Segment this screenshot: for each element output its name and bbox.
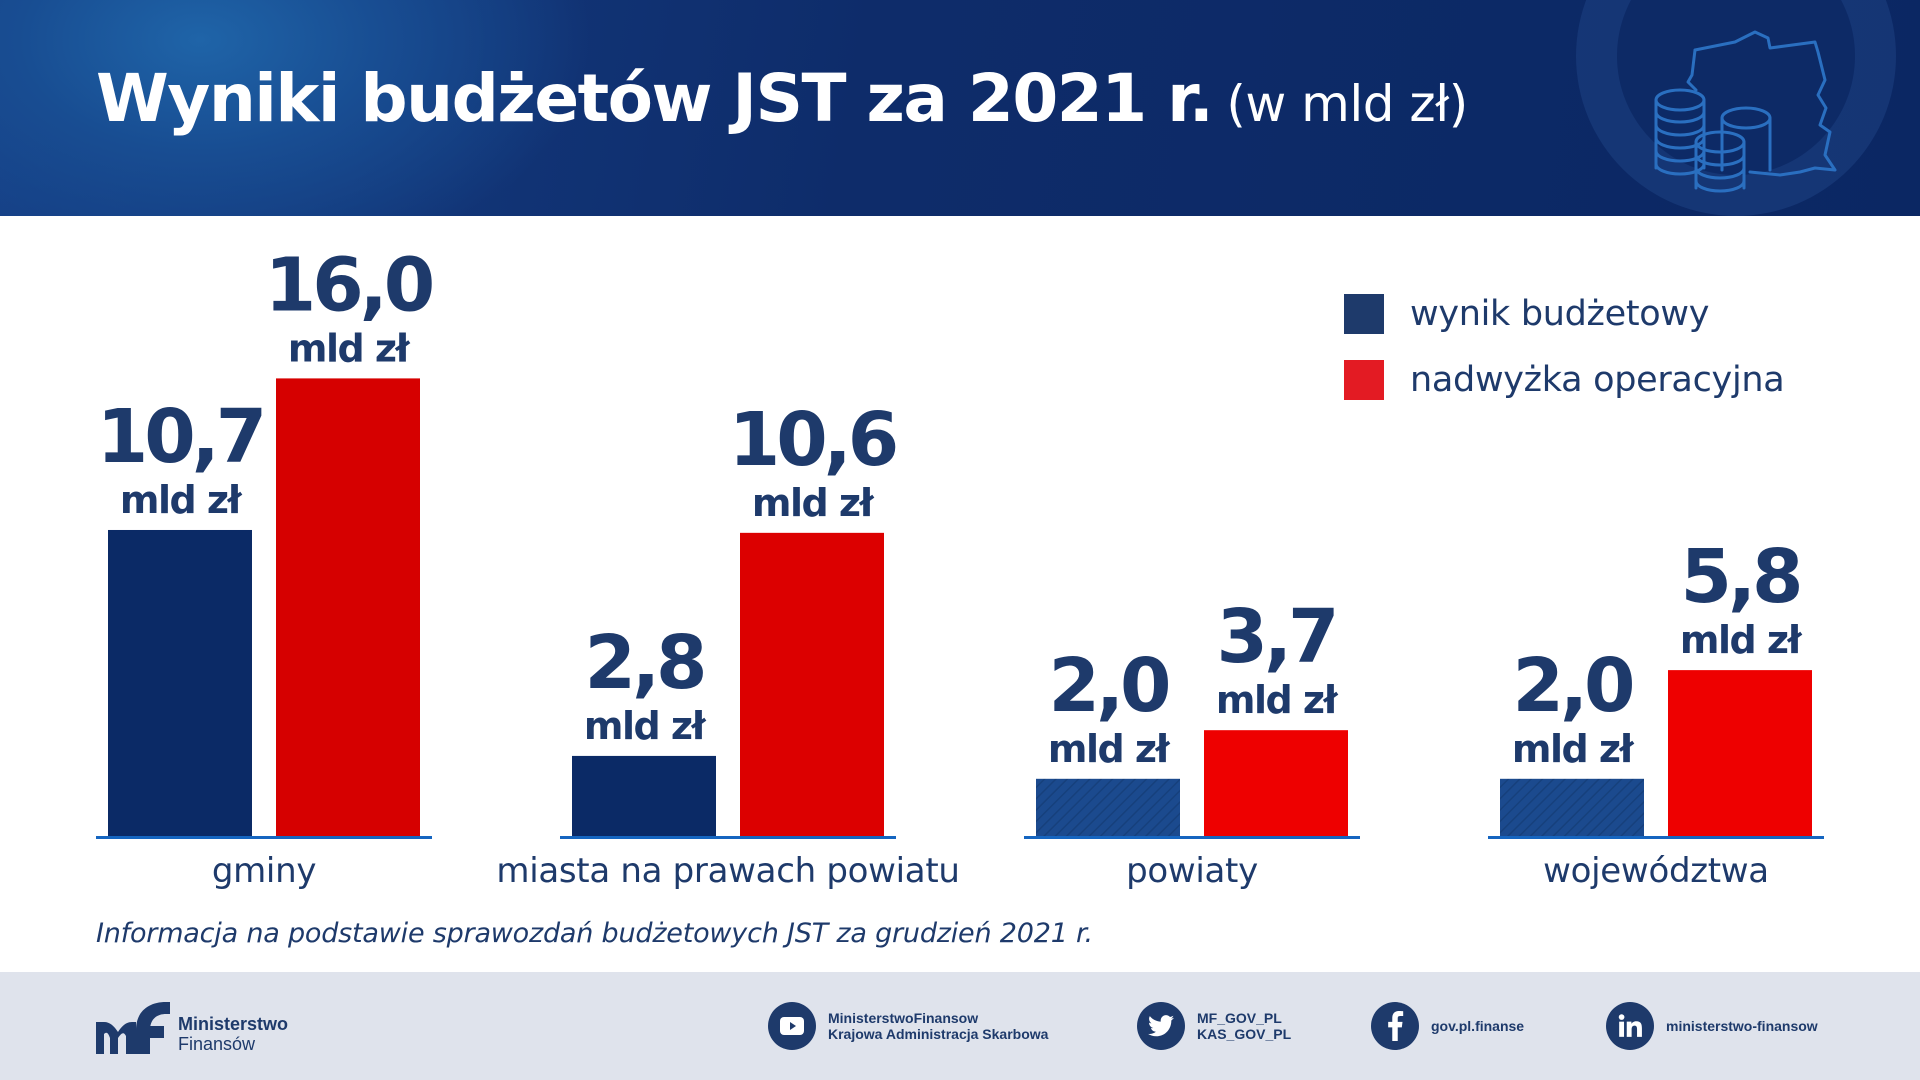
bar-wynik-budzetowy — [1500, 778, 1644, 836]
x-axis-line — [96, 836, 432, 839]
twitter-handle-1: MF_GOV_PL — [1197, 1010, 1282, 1026]
legend-item-nadwyzka-operacyjna: nadwyżka operacyjna — [1344, 360, 1785, 400]
footer — [0, 972, 1920, 1080]
chart-legend: wynik budżetowy nadwyżka operacyjna — [1344, 294, 1785, 426]
legend-label: nadwyżka operacyjna — [1410, 360, 1785, 400]
data-label-unit: mld zł — [1216, 678, 1339, 722]
linkedin-page: ministerstwo-finansow — [1666, 1018, 1818, 1034]
bar-nadwyzka-operacyjna — [1668, 670, 1812, 836]
category-label: miasta na prawach powiatu — [496, 851, 959, 891]
data-label-value: 2,0 — [1048, 643, 1168, 729]
data-label-value: 2,8 — [584, 620, 703, 706]
data-label-unit: mld zł — [1048, 727, 1171, 771]
category-label: gminy — [212, 851, 316, 891]
youtube-icon — [768, 1002, 816, 1050]
data-label-unit: mld zł — [120, 478, 243, 522]
social-facebook-link[interactable]: gov.pl.finanse — [1371, 1002, 1524, 1050]
legend-swatch-navy — [1344, 294, 1384, 334]
legend-item-wynik-budzetowy: wynik budżetowy — [1344, 294, 1784, 334]
header-banner: Wyniki budżetów JST za 2021 r. (w mld zł) — [0, 0, 1920, 216]
youtube-channel-1: MinisterstwoFinansow — [828, 1010, 979, 1026]
bar-wynik-budzetowy — [108, 529, 252, 836]
twitter-handle-2: KAS_GOV_PL — [1197, 1026, 1292, 1042]
data-label-unit: mld zł — [288, 326, 411, 370]
page-title: Wyniki budżetów JST za 2021 r. (w mld zł) — [96, 60, 1468, 137]
category-label: województwa — [1543, 851, 1769, 891]
youtube-channel-2: Krajowa Administracja Skarbowa — [828, 1026, 1049, 1042]
social-youtube-link[interactable]: MinisterstwoFinansow Krajowa Administrac… — [768, 1002, 1048, 1050]
ministry-name-line2: Finansów — [178, 1034, 256, 1054]
bar-nadwyzka-operacyjna — [740, 532, 884, 836]
data-label-value: 3,7 — [1216, 594, 1335, 680]
category-label: powiaty — [1126, 851, 1258, 891]
title-unit: (w mld zł) — [1226, 75, 1468, 133]
linkedin-icon — [1606, 1002, 1654, 1050]
data-label-value: 5,8 — [1680, 534, 1799, 620]
footnote: Informacja na podstawie sprawozdań budże… — [96, 918, 1093, 949]
legend-label: wynik budżetowy — [1410, 294, 1710, 334]
legend-swatch-red — [1344, 360, 1384, 400]
ministry-name-line1: Ministerstwo — [178, 1014, 289, 1034]
data-label-value: 10,7 — [97, 394, 264, 480]
data-label-unit: mld zł — [1680, 618, 1803, 662]
twitter-icon — [1137, 1002, 1185, 1050]
bar-nadwyzka-operacyjna — [276, 378, 420, 836]
bar-wynik-budzetowy — [572, 755, 716, 836]
data-label-value: 10,6 — [729, 397, 896, 483]
facebook-page: gov.pl.finanse — [1431, 1018, 1525, 1034]
ministry-name: Ministerstwo Finansów — [178, 1014, 288, 1054]
data-label-value: 16,0 — [265, 242, 432, 328]
social-linkedin-link[interactable]: ministerstwo-finansow — [1606, 1002, 1818, 1050]
x-axis-line — [1488, 836, 1824, 839]
x-axis-line — [1024, 836, 1360, 839]
bar-wynik-budzetowy — [1036, 778, 1180, 836]
poland-map-coins-icon — [1654, 30, 1837, 193]
x-axis-line — [560, 836, 896, 839]
social-twitter-link[interactable]: MF_GOV_PL KAS_GOV_PL — [1137, 1002, 1291, 1050]
data-label-unit: mld zł — [584, 704, 707, 748]
data-label-value: 2,0 — [1512, 643, 1632, 729]
bar-nadwyzka-operacyjna — [1204, 730, 1348, 836]
ministry-logo-icon — [96, 1002, 170, 1054]
data-label-unit: mld zł — [1512, 727, 1635, 771]
data-label-unit: mld zł — [752, 481, 875, 525]
facebook-icon — [1371, 1002, 1419, 1050]
title-main: Wyniki budżetów JST za 2021 r. — [96, 60, 1214, 137]
